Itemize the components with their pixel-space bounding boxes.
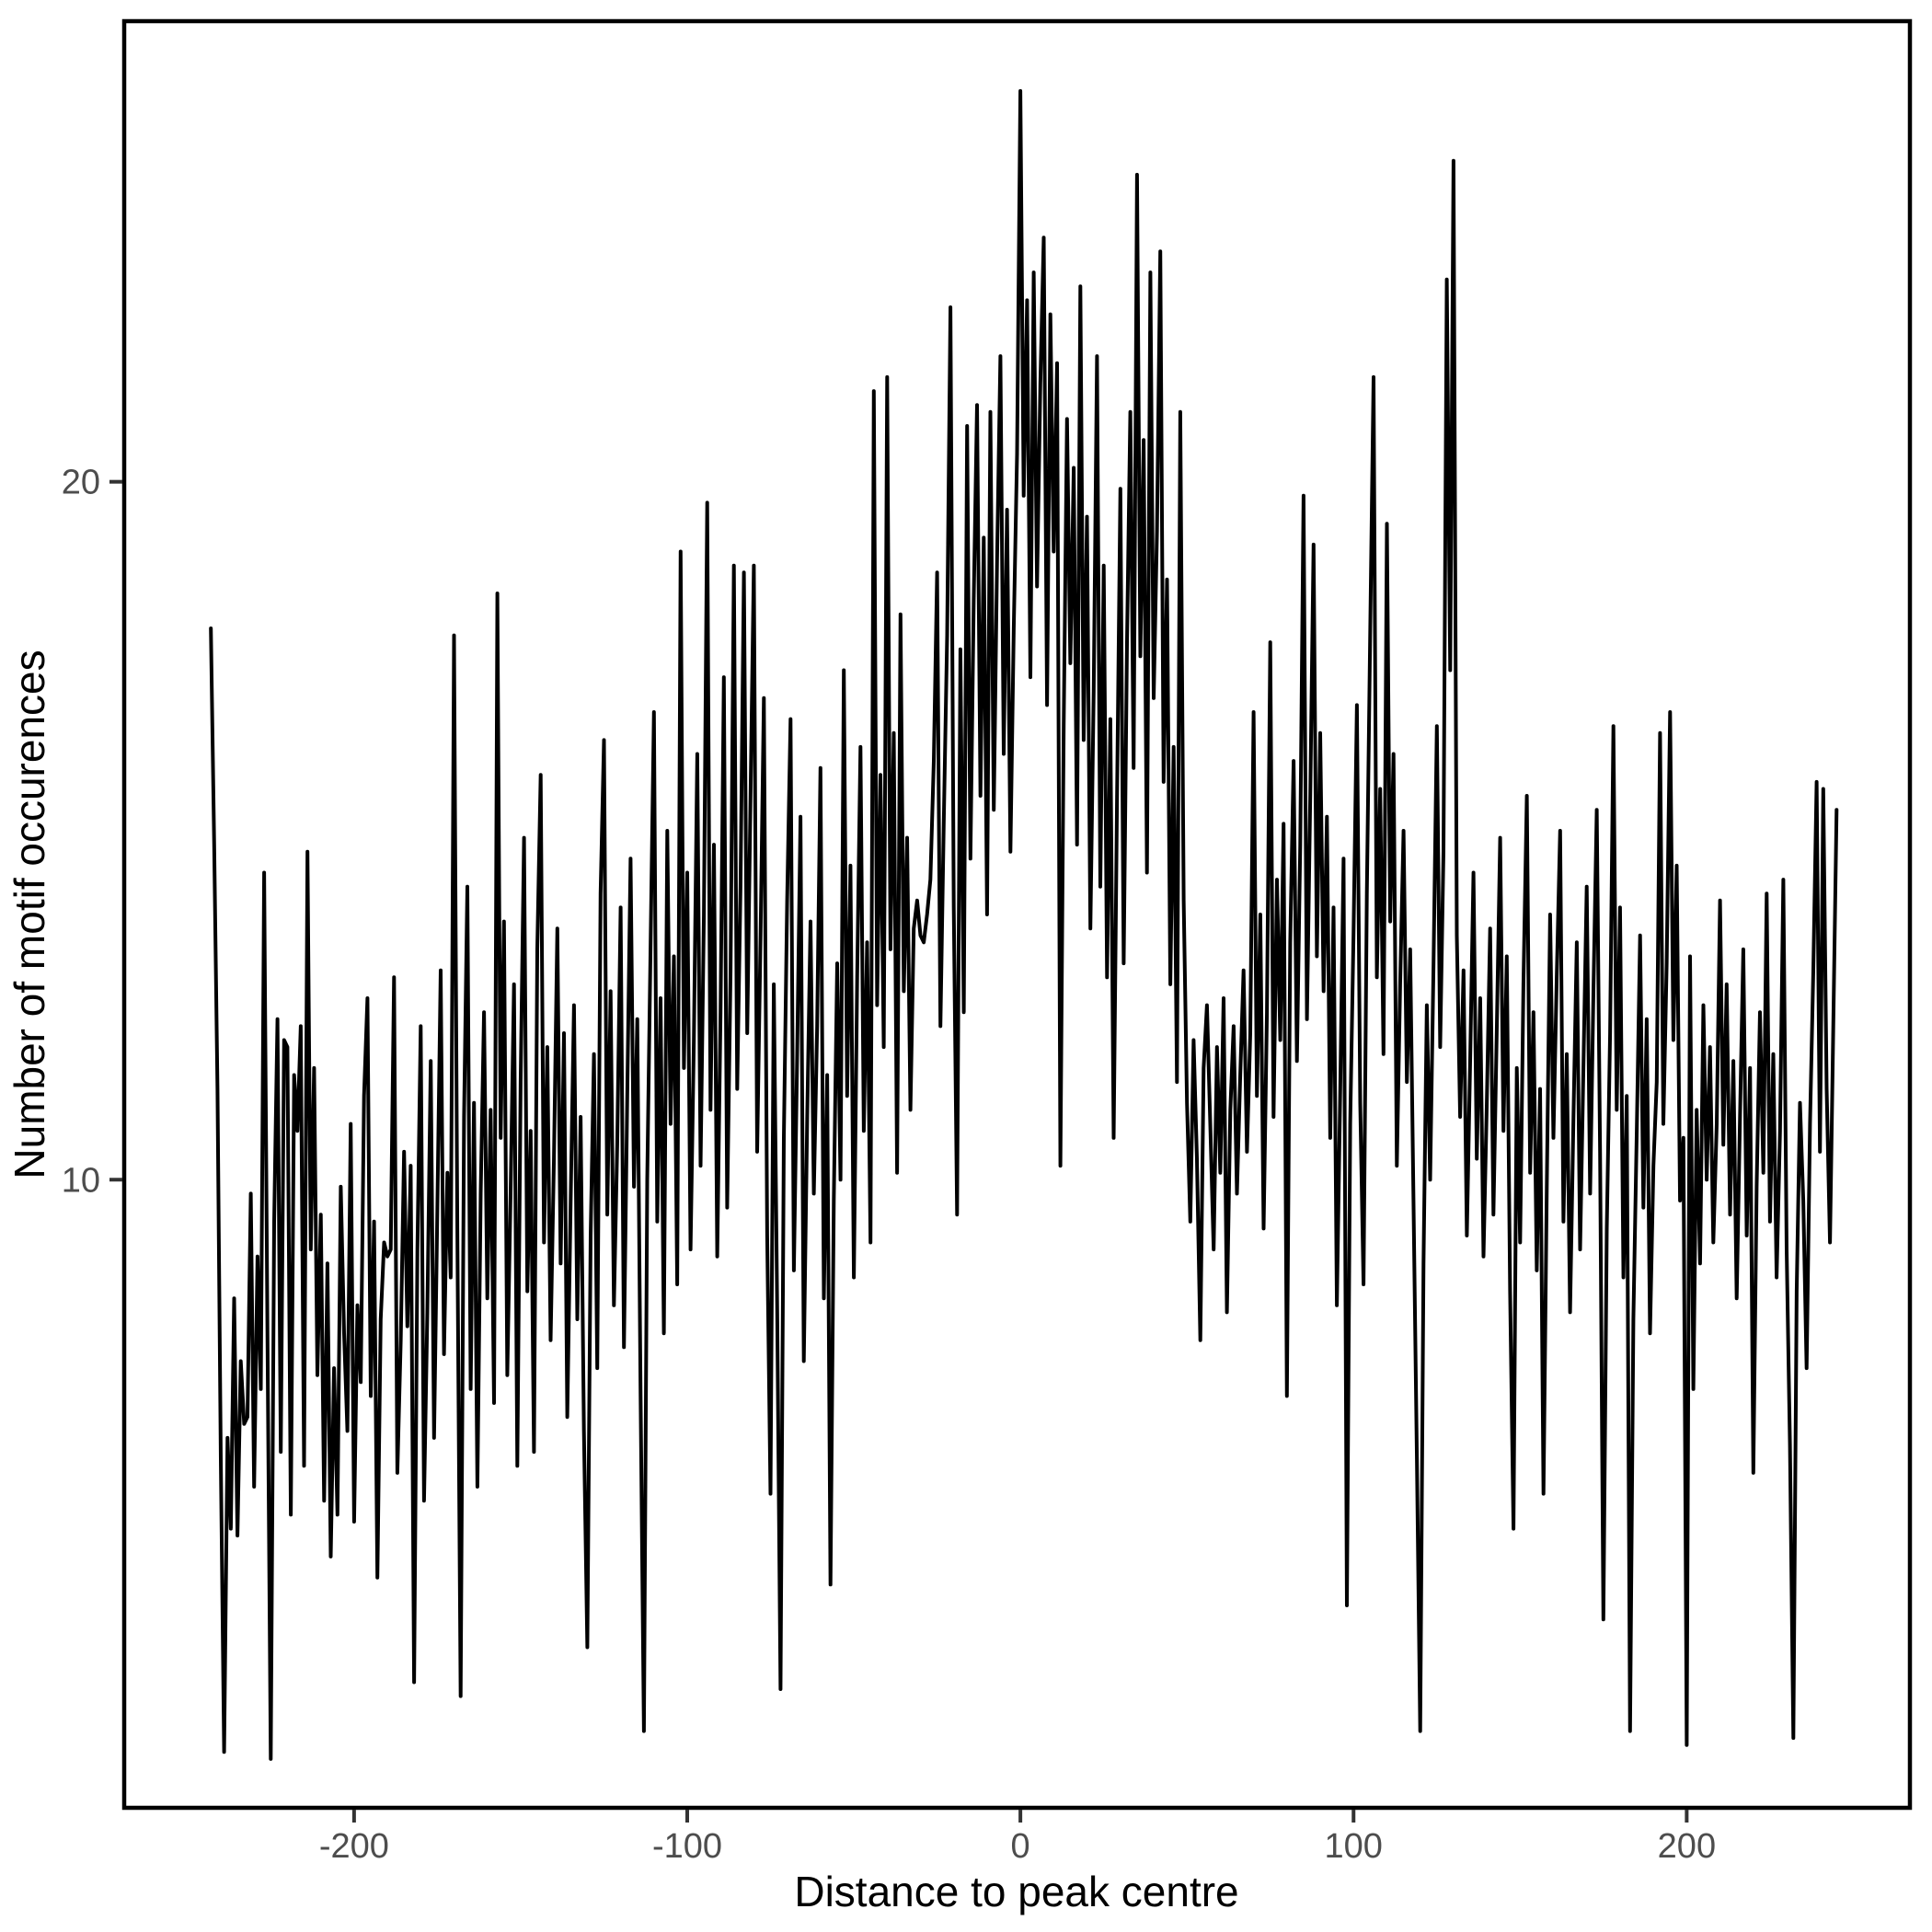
axes-layer: -200 -100 0 100 200 10 20 bbox=[62, 464, 1716, 1866]
x-tick-label: 200 bbox=[1658, 1827, 1716, 1866]
x-tick-label: -100 bbox=[652, 1827, 722, 1866]
x-tick-label: 100 bbox=[1325, 1827, 1383, 1866]
x-axis-title: Distance to peak centre bbox=[794, 1868, 1238, 1915]
y-tick-label: 10 bbox=[62, 1161, 100, 1200]
y-axis-title: Number of motif occurences bbox=[6, 650, 53, 1179]
y-tick-label: 20 bbox=[62, 464, 100, 502]
panel-border bbox=[121, 18, 1913, 1811]
x-tick-label: -200 bbox=[319, 1827, 389, 1866]
x-tick-label: 0 bbox=[1011, 1827, 1030, 1866]
data-series-line bbox=[209, 88, 1839, 1761]
